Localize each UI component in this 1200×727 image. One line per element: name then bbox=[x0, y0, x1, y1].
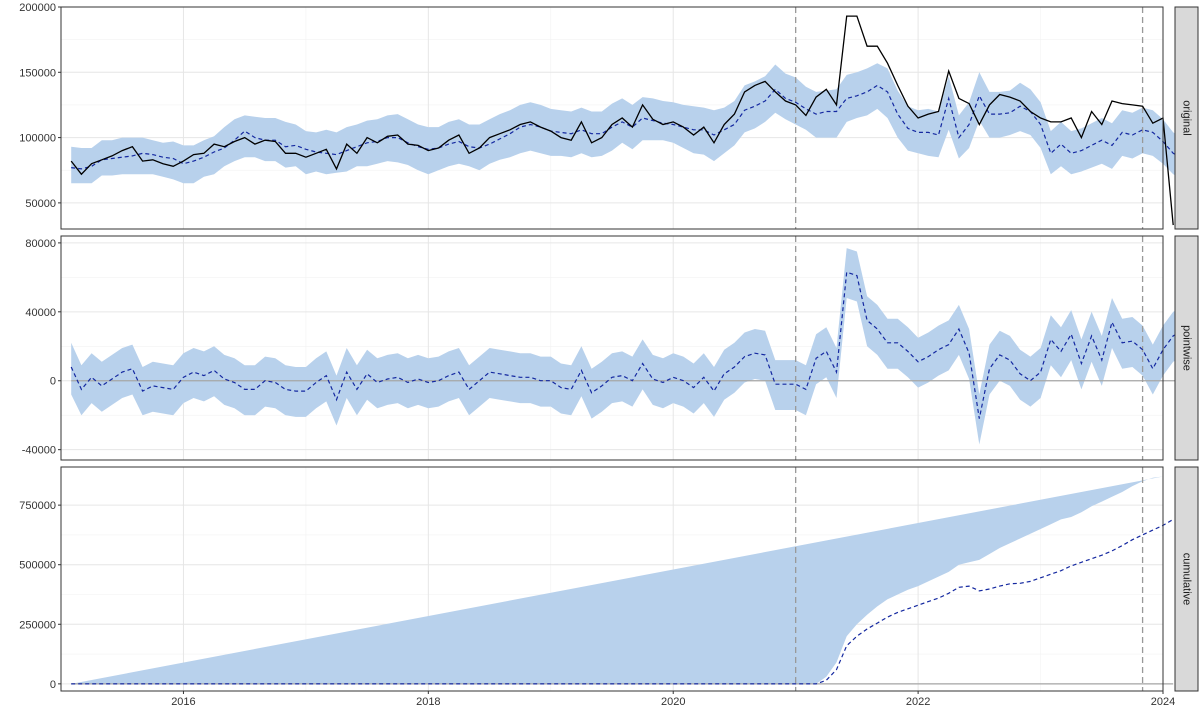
y-tick-label: 0 bbox=[50, 376, 56, 388]
series-expected-original bbox=[71, 84, 1184, 170]
panel-cumulative: 0 250000 500000 750000 cumulative bbox=[19, 466, 1199, 692]
y-tick-label: 500000 bbox=[19, 560, 56, 572]
facet-label-pointwise: pointwise bbox=[1181, 325, 1193, 371]
facet-label-original: original bbox=[1181, 100, 1193, 135]
y-tick-label: 250000 bbox=[19, 619, 56, 631]
series-expected-cumulative bbox=[71, 518, 1174, 685]
x-tick-label: 2016 bbox=[171, 696, 195, 708]
y-tick-label: 100000 bbox=[19, 133, 56, 145]
panel-border bbox=[60, 466, 1164, 692]
y-tick-label: 50000 bbox=[25, 198, 56, 210]
panel-pointwise: -40000 0 40000 80000 pointwise bbox=[22, 235, 1199, 461]
confidence-band-pointwise bbox=[71, 248, 1184, 445]
y-tick-label: 150000 bbox=[19, 67, 56, 79]
facet-strip bbox=[1174, 235, 1199, 461]
y-tick-label: 40000 bbox=[25, 307, 56, 319]
panel-original: 50000 100000 150000 200000 original bbox=[19, 2, 1199, 230]
facet-strip bbox=[1174, 6, 1199, 230]
facet-label-cumulative: cumulative bbox=[1181, 553, 1193, 606]
series-expected-pointwise bbox=[70, 271, 1184, 419]
y-tick-label: 200000 bbox=[19, 2, 56, 14]
panel-border bbox=[60, 6, 1164, 230]
confidence-band-cumulative bbox=[71, 476, 1164, 684]
y-tick-label: 750000 bbox=[19, 500, 56, 512]
x-tick-label: 2022 bbox=[906, 696, 930, 708]
series-observed-original bbox=[70, 15, 1174, 226]
x-tick-label: 2020 bbox=[661, 696, 685, 708]
y-tick-label: 80000 bbox=[25, 238, 56, 250]
y-tick-label: -40000 bbox=[22, 445, 56, 457]
x-tick-label: 2024 bbox=[1151, 696, 1175, 708]
y-tick-label: 0 bbox=[50, 679, 56, 691]
facet-strip bbox=[1174, 466, 1199, 692]
panel-border bbox=[60, 235, 1164, 461]
x-tick-label: 2018 bbox=[416, 696, 440, 708]
